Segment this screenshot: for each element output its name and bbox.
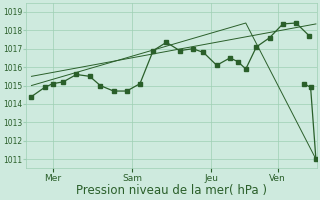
X-axis label: Pression niveau de la mer( hPa ): Pression niveau de la mer( hPa ) (76, 184, 267, 197)
